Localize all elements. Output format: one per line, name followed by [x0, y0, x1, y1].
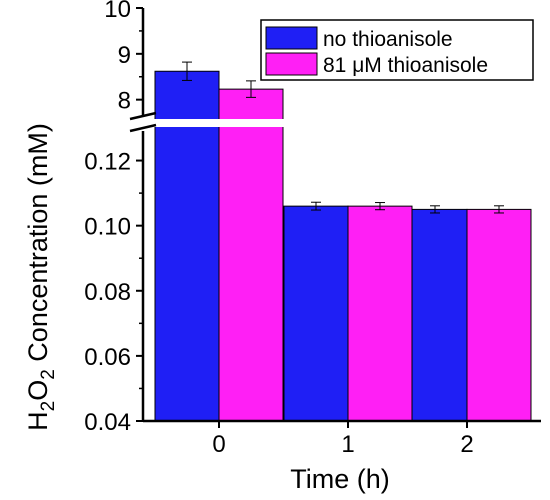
axis-break-gap	[113, 119, 373, 127]
bar-81-um-thioanisole-t1	[347, 205, 413, 422]
x-tick-label-1: 1	[341, 431, 354, 458]
x-tick-label-0: 0	[212, 431, 225, 458]
y-tick-label-upper-0: 8	[118, 88, 131, 115]
bar-no-thioanisole-t1	[283, 205, 349, 422]
legend-swatch-81-um-thioanisole	[265, 52, 318, 76]
bar-81-um-thioanisole-t2	[466, 208, 532, 422]
bars-layer	[154, 61, 532, 422]
legend-label-no-thioanisole: no thioanisole	[323, 28, 453, 51]
ticks-layer: 8 9 10 0.04 0.06 0.08 0.10 0.12 0 1 2	[84, 0, 473, 458]
legend: no thioanisole 81 μM thioanisole	[260, 19, 534, 81]
x-tick-label-2: 2	[460, 431, 473, 458]
axis-break-mark-lower	[129, 123, 157, 133]
y-tick-label-upper-1: 9	[118, 42, 131, 69]
bar-no-thioanisole-t2	[402, 208, 468, 422]
x-axis-label: Time (h)	[290, 464, 390, 494]
legend-label-81-um-thioanisole: 81 μM thioanisole	[323, 54, 488, 77]
y-axis-label: H2O2 Concentration (mM)	[23, 123, 59, 431]
y-tick-label-upper-2: 10	[104, 0, 131, 23]
y-tick-label-lower-4: 0.12	[84, 149, 131, 176]
axis-break-mark-upper	[129, 111, 157, 121]
bar-no-thioanisole-t0	[154, 70, 220, 422]
axes-layer	[113, 8, 541, 423]
y-tick-label-lower-2: 0.08	[84, 279, 131, 306]
y-tick-label-lower-3: 0.10	[84, 214, 131, 241]
y-tick-label-lower-1: 0.06	[84, 344, 131, 371]
bar-81-um-thioanisole-t0	[218, 88, 284, 422]
legend-swatch-no-thioanisole	[265, 26, 318, 50]
y-tick-label-lower-0: 0.04	[84, 409, 131, 436]
